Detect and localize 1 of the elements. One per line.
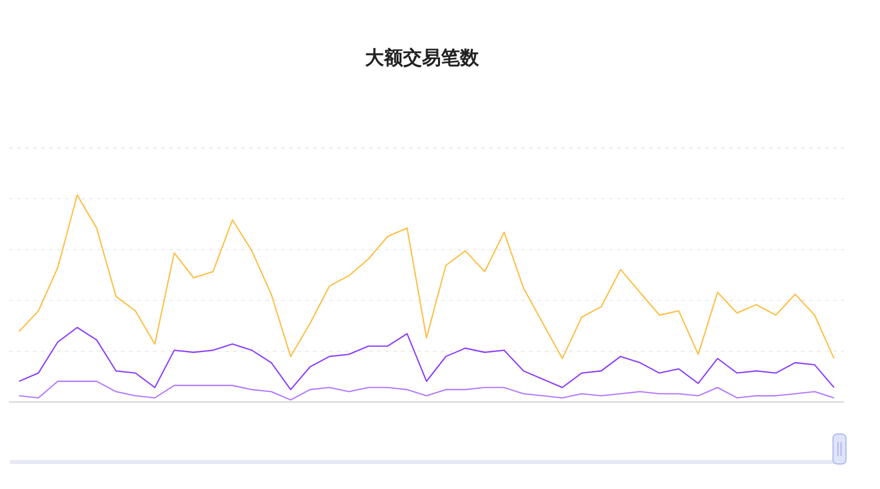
chart-title: 大额交易笔数 bbox=[365, 47, 480, 69]
